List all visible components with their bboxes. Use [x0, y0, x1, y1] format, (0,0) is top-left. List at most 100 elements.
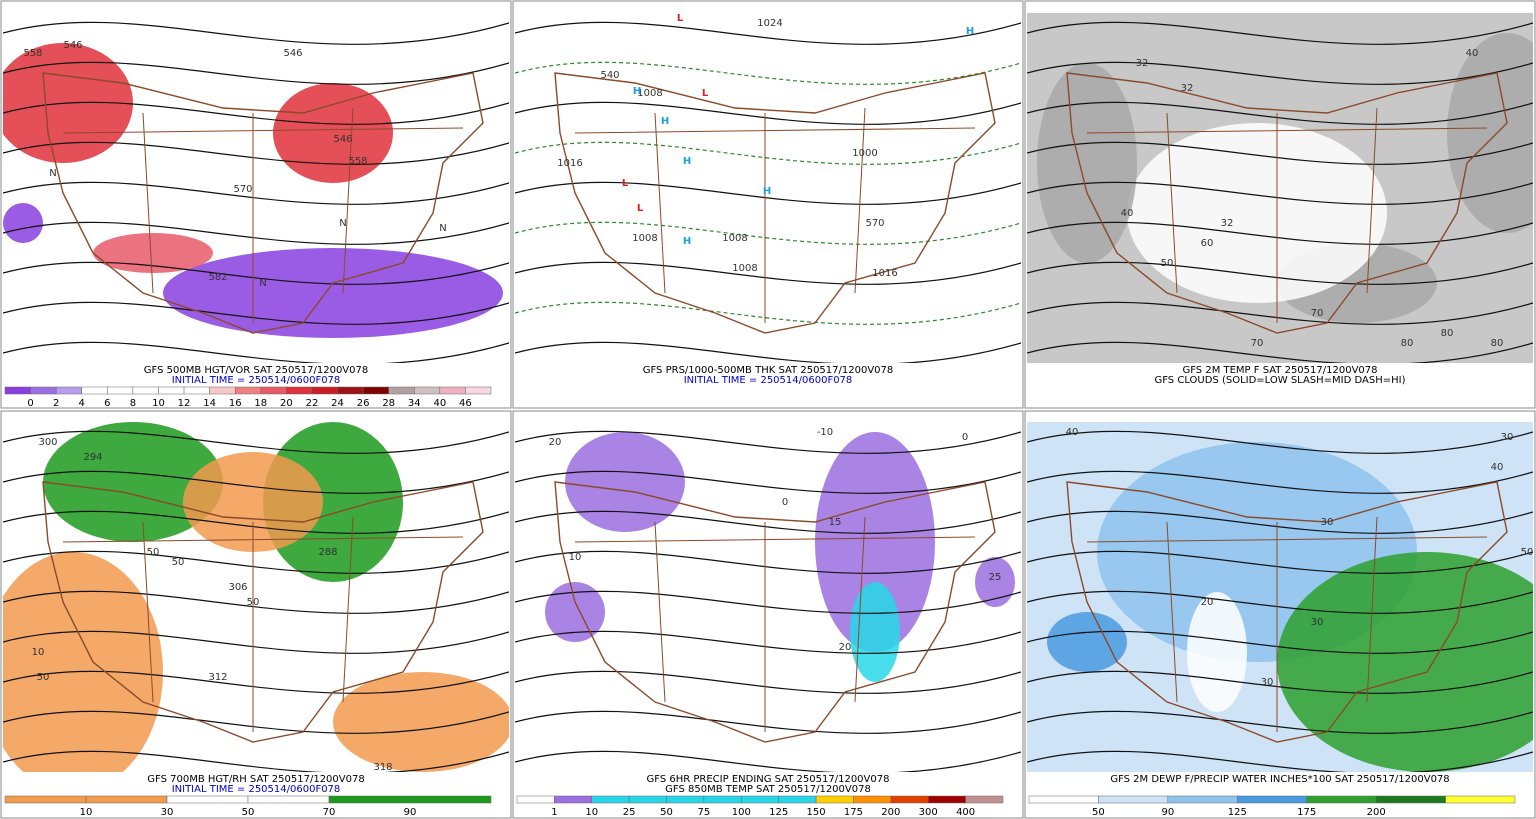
map-label: 546 — [333, 134, 352, 145]
map-label: 20 — [839, 642, 852, 653]
colorbar-box — [1098, 795, 1169, 804]
colorbar-box — [1028, 795, 1099, 804]
contour — [1027, 510, 1533, 534]
map-label: 50 — [147, 547, 160, 558]
shaded-area — [273, 83, 393, 183]
map-label: 40 — [1121, 208, 1134, 219]
colorbar-box — [516, 795, 555, 804]
shaded-area — [850, 582, 900, 682]
colorbar-box — [591, 795, 630, 804]
panel-border — [1024, 410, 1536, 819]
colorbar-label: 0 — [27, 398, 33, 409]
map-label: N — [439, 223, 446, 234]
map-label: 30 — [1501, 432, 1514, 443]
borders — [62, 516, 464, 732]
map-label: 1008 — [732, 263, 757, 274]
map-label: 50 — [1521, 547, 1534, 558]
borders — [554, 72, 996, 334]
contour — [1027, 590, 1533, 614]
map-label: L — [677, 13, 684, 24]
contour — [3, 630, 509, 654]
map-label: 30 — [1311, 617, 1324, 628]
map-label: 30 — [1321, 517, 1334, 528]
caption: GFS 2M TEMP F SAT 250517/1200V078 — [1182, 365, 1377, 376]
colorbar-label: 90 — [404, 807, 417, 818]
borders — [42, 72, 484, 334]
colorbar-box — [890, 795, 929, 804]
map-label: 558 — [23, 48, 42, 59]
colorbar-label: 175 — [1297, 807, 1316, 818]
contour — [3, 590, 509, 614]
colorbar-box — [439, 386, 466, 395]
contour — [3, 341, 509, 363]
colorbar-box — [965, 795, 1004, 804]
colorbar-box — [107, 386, 134, 395]
contour — [515, 221, 1021, 245]
contour — [515, 61, 1021, 85]
colorbar-label: 30 — [161, 807, 174, 818]
contour — [3, 710, 509, 734]
map-label: 546 — [63, 40, 82, 51]
shaded-area — [815, 432, 935, 652]
borders — [574, 107, 976, 323]
shaded-area — [1047, 612, 1127, 672]
colorbar-label: 400 — [956, 807, 975, 818]
contour — [3, 181, 509, 205]
contour — [515, 590, 1021, 614]
contour — [1027, 21, 1533, 45]
colorbar-box — [666, 795, 705, 804]
map-label: 1016 — [557, 158, 582, 169]
contour — [515, 710, 1021, 734]
panel-border — [0, 0, 512, 409]
map — [515, 422, 1021, 772]
borders — [1086, 516, 1488, 732]
caption: GFS 2M DEWP F/PRECIP WATER INCHES*100 SA… — [1110, 774, 1449, 785]
colorbar-label: 50 — [1092, 807, 1105, 818]
map — [3, 422, 509, 772]
colorbar-label: 125 — [1228, 807, 1247, 818]
colorbar-box — [741, 795, 779, 804]
contour — [1027, 670, 1533, 694]
colorbar-label: 34 — [408, 398, 421, 409]
map-label: 300 — [38, 437, 57, 448]
shaded-area — [333, 672, 509, 772]
shaded-area — [1127, 123, 1387, 303]
colorbar-label: 25 — [623, 807, 636, 818]
colorbar-label: 28 — [382, 398, 395, 409]
colorbar-box — [1375, 795, 1446, 804]
colorbar-box — [209, 386, 236, 395]
map-label: 50 — [247, 597, 260, 608]
map-label: 558 — [348, 156, 367, 167]
panel-border — [512, 0, 1024, 409]
contour — [515, 341, 1021, 363]
colorbar-box — [85, 795, 168, 804]
contour — [515, 141, 1021, 165]
contour — [515, 430, 1021, 454]
map — [1027, 422, 1533, 772]
map-label: 570 — [865, 218, 884, 229]
map-label: 70 — [1311, 308, 1324, 319]
colorbar-label: 100 — [732, 807, 751, 818]
colorbar-box — [465, 386, 492, 395]
shaded-area — [565, 432, 685, 532]
contour — [515, 510, 1021, 534]
colorbar-label: 150 — [807, 807, 826, 818]
contour — [515, 261, 1021, 285]
colorbar-label: 24 — [331, 398, 344, 409]
map-label: 318 — [373, 762, 392, 773]
contour — [515, 21, 1021, 45]
colorbar-box — [409, 795, 492, 804]
contour — [1027, 750, 1533, 772]
map-label: 288 — [318, 547, 337, 558]
colorbar-box — [132, 386, 159, 395]
contour — [515, 470, 1021, 494]
colorbar-label: 10 — [152, 398, 165, 409]
map-label: N — [259, 278, 266, 289]
colorbar-box — [927, 795, 966, 804]
map-label: 1024 — [757, 18, 782, 29]
map-label: 32 — [1136, 58, 1149, 69]
panel: 294 300 306 312 318 288 50 50 50 10 50 GFS 700MB HG… — [0, 410, 512, 819]
contour — [3, 101, 509, 125]
map-label: L — [702, 88, 709, 99]
map-label: 30 — [1261, 677, 1274, 688]
